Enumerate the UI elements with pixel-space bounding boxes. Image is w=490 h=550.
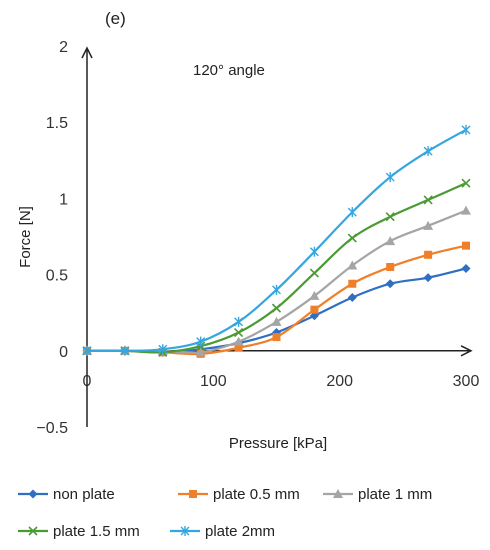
- data-point: [309, 268, 319, 278]
- legend-item: plate 1.5 mm: [18, 523, 140, 540]
- legend-marker: [189, 490, 197, 498]
- chart-annotation: 120° angle: [193, 62, 265, 79]
- legend-marker: [180, 526, 190, 536]
- y-tick-labels: 2 1.5 1 0.5 0 −0.5: [36, 39, 68, 437]
- legend-label: non plate: [53, 486, 115, 503]
- data-point: [462, 241, 470, 250]
- x-tick-labels: 0100200300: [83, 373, 480, 390]
- y-tick-label: 0.5: [46, 268, 68, 285]
- data-point: [348, 279, 357, 288]
- data-point: [234, 327, 244, 338]
- data-point: [347, 207, 357, 218]
- data-point: [272, 333, 281, 342]
- data-point: [386, 262, 395, 271]
- data-point: [424, 250, 433, 259]
- data-point: [461, 205, 471, 215]
- series-4: [82, 124, 471, 356]
- data-point: [423, 146, 433, 157]
- data-point: [423, 195, 433, 205]
- data-point: [347, 260, 358, 270]
- series-line: [86, 182, 467, 354]
- data-point: [385, 279, 395, 289]
- data-point: [385, 212, 395, 222]
- legend-label: plate 0.5 mm: [213, 486, 300, 503]
- data-point: [272, 284, 281, 295]
- x-axis-label: Pressure [kPa]: [229, 435, 327, 452]
- legend-item: non plate: [18, 486, 115, 503]
- data-point: [82, 345, 92, 356]
- data-point: [234, 343, 243, 352]
- x-tick-label: 100: [200, 373, 227, 390]
- data-point: [271, 303, 282, 313]
- x-axis-arrow: [460, 345, 473, 357]
- series-0: [82, 264, 471, 357]
- data-point: [234, 316, 244, 327]
- series-1: [83, 241, 470, 358]
- data-point: [309, 290, 320, 300]
- data-point: [423, 273, 433, 283]
- data-point: [347, 233, 357, 243]
- data-point: [158, 344, 168, 355]
- legend-marker: [28, 526, 38, 536]
- legend-item: plate 2mm: [170, 523, 275, 540]
- axes: [81, 46, 473, 427]
- data-point: [233, 336, 244, 346]
- y-tick-label: 1: [59, 191, 68, 208]
- data-point: [461, 124, 471, 135]
- x-tick-label: 300: [453, 373, 480, 390]
- data-point: [347, 292, 357, 302]
- data-point: [271, 316, 282, 326]
- y-axis-arrow: [81, 46, 93, 59]
- y-tick-label: 2: [59, 39, 68, 56]
- data-point: [461, 178, 471, 188]
- legend: non plate plate 0.5 mm plate 1 mm plate 1.5…: [18, 486, 432, 540]
- y-tick-label: −0.5: [36, 420, 68, 437]
- x-tick-label: 200: [326, 373, 353, 390]
- data-point: [195, 347, 206, 357]
- data-point: [196, 336, 206, 347]
- panel-label: (e): [105, 9, 126, 28]
- data-point: [310, 305, 319, 314]
- legend-marker: [28, 489, 38, 499]
- y-tick-label: 1.5: [46, 115, 68, 132]
- legend-label: plate 1 mm: [358, 486, 432, 503]
- data-point: [309, 246, 319, 257]
- legend-label: plate 1.5 mm: [53, 523, 140, 540]
- legend-label: plate 2mm: [205, 523, 275, 540]
- legend-marker: [333, 489, 343, 498]
- series-layer: [82, 124, 471, 358]
- data-point: [423, 220, 434, 230]
- data-point: [461, 264, 471, 274]
- data-point: [385, 236, 396, 246]
- legend-item: plate 0.5 mm: [178, 486, 300, 503]
- y-tick-label: 0: [59, 344, 68, 361]
- y-axis-label: Force [N]: [17, 206, 34, 268]
- data-point: [120, 345, 130, 356]
- legend-item: plate 1 mm: [323, 486, 432, 503]
- data-point: [385, 172, 395, 183]
